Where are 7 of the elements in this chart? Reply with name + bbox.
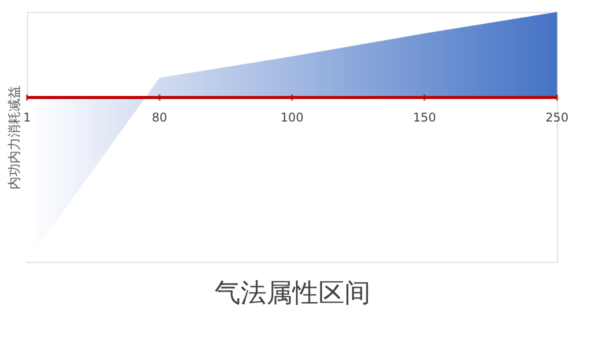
x-axis-title: 气法属性区间 [214, 278, 370, 308]
x-tick-label: 150 [413, 110, 436, 125]
x-tick-label: 80 [152, 110, 168, 125]
x-tick-label: 100 [280, 110, 304, 125]
x-tick-label: 1 [23, 110, 31, 125]
y-axis-title: 内功内力消耗减益 [8, 86, 22, 190]
x-tick-label: 250 [546, 110, 568, 125]
